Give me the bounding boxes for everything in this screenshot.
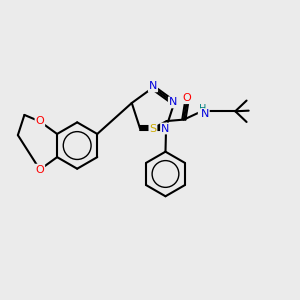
Text: N: N	[149, 81, 157, 92]
Text: S: S	[149, 124, 157, 134]
Text: N: N	[200, 109, 209, 119]
Text: O: O	[35, 165, 44, 175]
Text: H: H	[199, 104, 206, 114]
Text: O: O	[35, 116, 44, 127]
Text: N: N	[161, 124, 170, 134]
Text: O: O	[182, 93, 191, 103]
Text: N: N	[169, 98, 177, 107]
